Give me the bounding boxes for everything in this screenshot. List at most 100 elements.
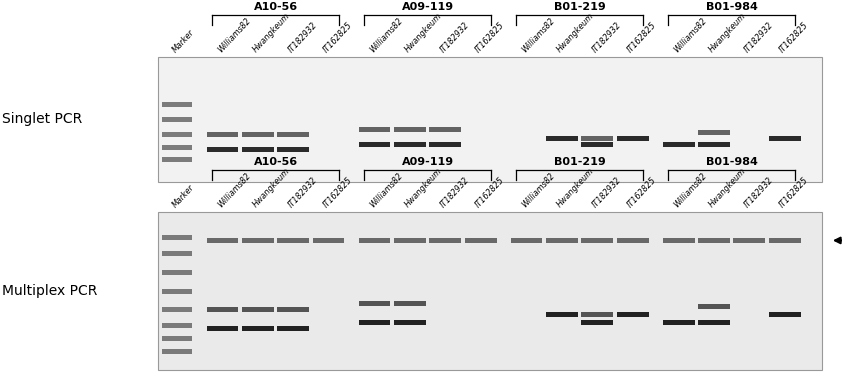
Bar — [162, 323, 192, 328]
Text: Williams82: Williams82 — [520, 171, 557, 209]
Bar — [663, 320, 695, 325]
Bar — [698, 304, 730, 309]
Bar — [359, 301, 391, 306]
Bar — [429, 127, 461, 132]
Bar — [162, 308, 192, 312]
Bar — [510, 238, 542, 243]
Text: Williams82: Williams82 — [216, 16, 253, 54]
Bar — [769, 238, 801, 243]
Bar — [242, 327, 274, 332]
Bar — [158, 212, 822, 370]
Bar — [277, 308, 309, 312]
Bar — [206, 308, 238, 312]
Bar — [242, 238, 274, 243]
Bar — [162, 288, 192, 293]
Bar — [394, 127, 426, 132]
Text: B01-984: B01-984 — [706, 2, 758, 12]
Bar — [242, 147, 274, 152]
Text: IT162825: IT162825 — [626, 175, 658, 209]
Text: Hwangkeum: Hwangkeum — [251, 166, 292, 209]
Text: Williams82: Williams82 — [368, 171, 404, 209]
Text: Hwangkeum: Hwangkeum — [251, 11, 292, 54]
Text: B01-219: B01-219 — [554, 2, 605, 12]
Bar — [429, 238, 461, 243]
Bar — [162, 348, 192, 353]
Text: IT162825: IT162825 — [778, 20, 811, 54]
Text: IT182932: IT182932 — [439, 175, 472, 209]
Bar — [394, 301, 426, 306]
Bar — [698, 129, 730, 134]
Bar — [359, 320, 391, 325]
Bar — [769, 136, 801, 141]
Text: IT182932: IT182932 — [286, 175, 319, 209]
Text: B01-219: B01-219 — [554, 157, 605, 167]
Bar — [242, 132, 274, 137]
Bar — [698, 320, 730, 325]
Text: IT162825: IT162825 — [474, 20, 507, 54]
Text: IT182932: IT182932 — [743, 20, 775, 54]
Bar — [359, 238, 391, 243]
Bar — [394, 320, 426, 325]
Bar — [581, 142, 613, 147]
Bar — [206, 327, 238, 332]
Text: IT182932: IT182932 — [439, 20, 472, 54]
Text: Hwangkeum: Hwangkeum — [707, 166, 748, 209]
Bar — [162, 144, 192, 149]
Bar — [546, 312, 578, 317]
Text: B01-984: B01-984 — [706, 157, 758, 167]
Bar — [162, 117, 192, 122]
Bar — [698, 238, 730, 243]
Bar — [206, 132, 238, 137]
Bar — [242, 308, 274, 312]
Text: IT182932: IT182932 — [743, 175, 775, 209]
Text: Hwangkeum: Hwangkeum — [403, 11, 444, 54]
Bar — [769, 312, 801, 317]
Bar — [312, 238, 344, 243]
Text: IT182932: IT182932 — [591, 20, 623, 54]
Bar — [663, 142, 695, 147]
Text: IT162825: IT162825 — [322, 175, 354, 209]
Bar — [698, 142, 730, 147]
Text: IT162825: IT162825 — [474, 175, 507, 209]
Text: A09-119: A09-119 — [402, 157, 454, 167]
Text: Williams82: Williams82 — [520, 16, 557, 54]
Bar — [465, 238, 497, 243]
Bar — [581, 320, 613, 325]
Text: A10-56: A10-56 — [253, 2, 297, 12]
Text: IT162825: IT162825 — [626, 20, 658, 54]
Bar — [581, 238, 613, 243]
Bar — [394, 142, 426, 147]
Bar — [359, 142, 391, 147]
Bar — [277, 238, 309, 243]
Bar — [162, 336, 192, 341]
Text: Hwangkeum: Hwangkeum — [707, 11, 748, 54]
Bar — [394, 238, 426, 243]
Text: Hwangkeum: Hwangkeum — [556, 11, 596, 54]
Bar — [616, 312, 648, 317]
Bar — [546, 238, 578, 243]
Text: Williams82: Williams82 — [216, 171, 253, 209]
Bar — [359, 127, 391, 132]
Text: Marker: Marker — [170, 28, 196, 54]
Bar — [206, 238, 238, 243]
Text: IT182932: IT182932 — [591, 175, 623, 209]
Text: IT182932: IT182932 — [286, 20, 319, 54]
Bar — [206, 147, 238, 152]
Bar — [733, 238, 765, 243]
Bar — [429, 142, 461, 147]
Bar — [546, 136, 578, 141]
Bar — [616, 136, 648, 141]
Text: Marker: Marker — [170, 183, 196, 209]
Text: A09-119: A09-119 — [402, 2, 454, 12]
Text: Hwangkeum: Hwangkeum — [556, 166, 596, 209]
Bar — [277, 327, 309, 332]
Bar — [277, 147, 309, 152]
Bar — [162, 251, 192, 256]
Bar — [277, 132, 309, 137]
Text: IT162825: IT162825 — [322, 20, 354, 54]
Text: Multiplex PCR: Multiplex PCR — [2, 284, 98, 298]
Text: Williams82: Williams82 — [368, 16, 404, 54]
Bar — [158, 57, 822, 182]
Bar — [663, 238, 695, 243]
Text: Williams82: Williams82 — [672, 16, 708, 54]
